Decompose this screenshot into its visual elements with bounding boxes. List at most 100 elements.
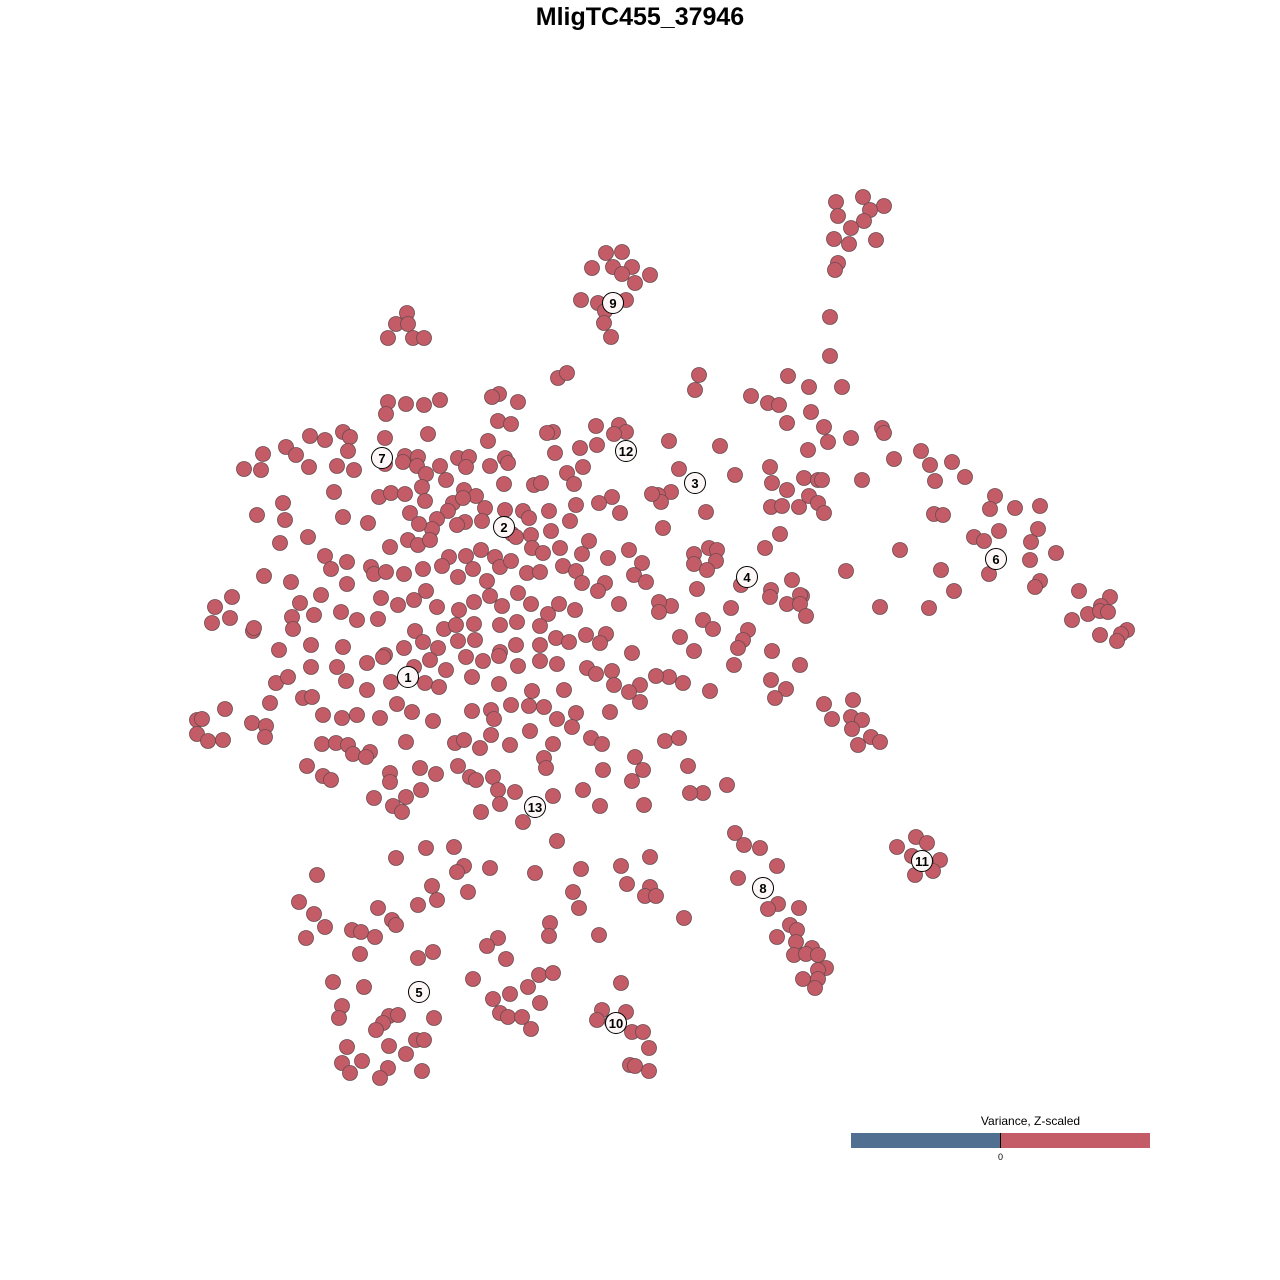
data-point — [791, 900, 807, 916]
data-point — [571, 900, 587, 916]
data-point — [331, 1010, 347, 1026]
cluster-label-text: 5 — [415, 985, 422, 1000]
data-point — [300, 529, 316, 545]
data-point — [816, 505, 832, 521]
data-point — [642, 849, 658, 865]
data-point — [359, 655, 375, 671]
legend-tick-label: 0 — [997, 1152, 1003, 1162]
data-point — [594, 736, 610, 752]
data-point — [438, 662, 454, 678]
data-point — [299, 758, 315, 774]
data-point — [464, 703, 480, 719]
cluster-label-marker — [493, 516, 515, 538]
data-point — [841, 236, 857, 252]
data-point — [591, 495, 607, 511]
data-point — [919, 835, 935, 851]
data-point — [834, 379, 850, 395]
data-point — [800, 442, 816, 458]
data-point — [428, 766, 444, 782]
data-point — [207, 599, 223, 615]
data-point — [635, 1024, 651, 1040]
data-point — [533, 475, 549, 491]
data-point — [309, 867, 325, 883]
data-point — [619, 876, 635, 892]
data-point — [778, 681, 794, 697]
data-point — [455, 490, 471, 506]
data-point — [468, 772, 484, 788]
data-point — [598, 245, 614, 261]
color-legend: Variance, Z-scaled 0 — [851, 1114, 1150, 1162]
data-point — [483, 727, 499, 743]
data-point — [429, 599, 445, 615]
data-point — [927, 473, 943, 489]
data-point — [687, 382, 703, 398]
data-point — [816, 419, 832, 435]
data-point — [426, 1010, 442, 1026]
data-point — [404, 704, 420, 720]
data-point — [651, 604, 667, 620]
cluster-label-marker — [985, 548, 1007, 570]
data-point — [275, 495, 291, 511]
data-point — [450, 633, 466, 649]
data-point — [820, 434, 836, 450]
data-point — [410, 950, 426, 966]
data-point — [407, 623, 423, 639]
data-point — [194, 711, 210, 727]
data-point — [418, 840, 434, 856]
data-point — [1048, 545, 1064, 561]
cluster-label-marker — [371, 447, 393, 469]
data-point — [412, 760, 428, 776]
data-point — [845, 692, 861, 708]
data-point — [624, 645, 640, 661]
data-point — [730, 640, 746, 656]
data-point — [791, 499, 807, 515]
data-point — [490, 782, 506, 798]
data-point — [396, 640, 412, 656]
data-point — [334, 710, 350, 726]
data-point — [527, 865, 543, 881]
data-point — [855, 189, 871, 205]
data-point — [382, 774, 398, 790]
data-point — [432, 458, 448, 474]
data-point — [317, 919, 333, 935]
data-point — [596, 315, 612, 331]
data-point — [398, 1046, 414, 1062]
data-point — [957, 469, 973, 485]
data-point — [450, 758, 466, 774]
data-point — [682, 785, 698, 801]
legend-title: Variance, Z-scaled — [980, 1114, 1081, 1128]
cluster-label-10: 10 — [605, 1012, 627, 1034]
data-point — [892, 542, 908, 558]
legend-positive-segment — [1000, 1133, 1150, 1148]
data-point — [565, 884, 581, 900]
data-point — [313, 587, 329, 603]
data-point — [532, 618, 548, 634]
data-point — [257, 729, 273, 745]
data-point — [589, 437, 605, 453]
data-point — [304, 689, 320, 705]
cluster-label-marker — [605, 1012, 627, 1034]
data-point — [627, 1058, 643, 1074]
data-point — [400, 316, 416, 332]
data-point — [346, 462, 362, 478]
data-point — [429, 892, 445, 908]
data-point — [561, 634, 577, 650]
data-point — [354, 1053, 370, 1069]
data-point — [345, 746, 361, 762]
data-point — [464, 669, 480, 685]
data-point — [372, 1070, 388, 1086]
data-point — [317, 432, 333, 448]
data-point — [588, 418, 604, 434]
data-point — [356, 979, 372, 995]
data-point — [417, 675, 433, 691]
data-point — [636, 797, 652, 813]
data-point — [575, 782, 591, 798]
data-point — [726, 657, 742, 673]
data-point — [477, 500, 493, 516]
cluster-label-5: 5 — [408, 981, 430, 1003]
points-layer — [189, 189, 1135, 1086]
data-point — [456, 732, 472, 748]
cluster-label-text: 10 — [609, 1016, 623, 1031]
data-point — [532, 653, 548, 669]
